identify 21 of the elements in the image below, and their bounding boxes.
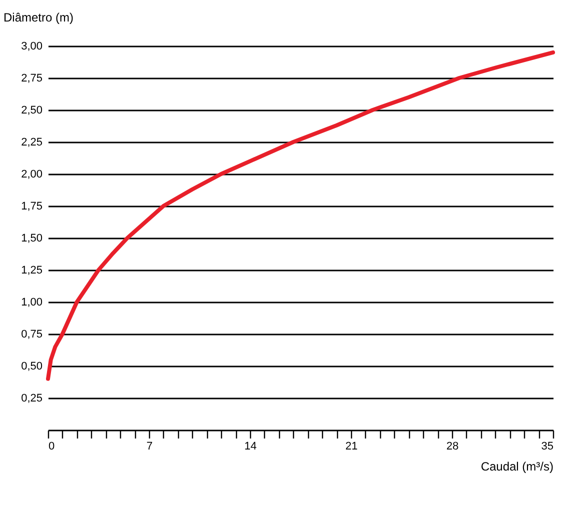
y-axis-title: Diâmetro (m) bbox=[4, 10, 74, 24]
x-tick-label: 0 bbox=[48, 440, 55, 452]
y-tick-label: 1,50 bbox=[21, 232, 42, 244]
x-tick-label: 21 bbox=[345, 440, 358, 452]
y-tick-label: 2,00 bbox=[21, 168, 42, 180]
y-tick-label: 1,25 bbox=[21, 264, 42, 276]
y-tick-label: 2,75 bbox=[21, 72, 42, 84]
y-tick-label: 2,50 bbox=[21, 104, 42, 116]
y-tick-label: 0,25 bbox=[21, 392, 42, 404]
y-tick-label: 3,00 bbox=[21, 40, 42, 52]
x-tick-label: 14 bbox=[244, 440, 257, 452]
x-tick-label: 28 bbox=[446, 440, 459, 452]
y-tick-label: 2,25 bbox=[21, 136, 42, 148]
y-tick-label: 0,75 bbox=[21, 328, 42, 340]
x-tick-label: 35 bbox=[541, 440, 554, 452]
y-tick-label: 1,75 bbox=[21, 200, 42, 212]
y-tick-label: 1,00 bbox=[21, 296, 42, 308]
y-tick-label: 0,50 bbox=[21, 360, 42, 372]
x-tick-label: 7 bbox=[146, 440, 153, 452]
line-series bbox=[46, 50, 555, 381]
x-axis-title: Caudal (m³/s) bbox=[480, 460, 554, 474]
